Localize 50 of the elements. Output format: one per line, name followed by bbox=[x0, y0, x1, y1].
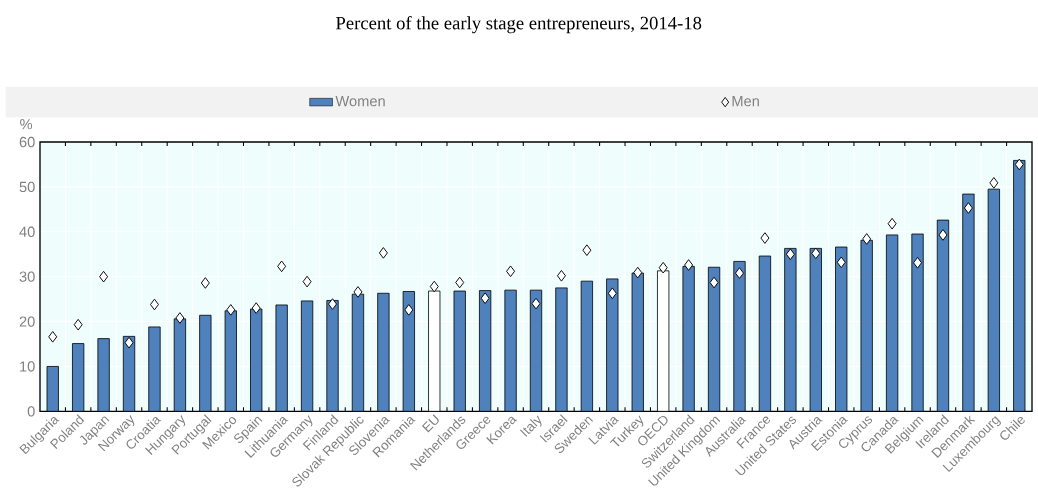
point bbox=[404, 304, 414, 316]
y-tick-label: 60 bbox=[19, 136, 35, 148]
y-tick-label: 40 bbox=[19, 226, 35, 237]
point bbox=[684, 259, 694, 271]
point bbox=[251, 302, 261, 314]
point bbox=[785, 248, 795, 261]
point bbox=[175, 312, 185, 324]
point bbox=[556, 269, 566, 282]
point bbox=[277, 260, 287, 273]
point bbox=[378, 247, 388, 259]
y-tick-label: 20 bbox=[19, 316, 35, 327]
point bbox=[735, 267, 744, 279]
legend-label: Women bbox=[335, 96, 385, 107]
point bbox=[887, 217, 897, 230]
point bbox=[607, 287, 617, 300]
point bbox=[480, 292, 490, 305]
y-tick-label: 50 bbox=[19, 181, 35, 193]
point bbox=[760, 232, 770, 244]
point bbox=[506, 265, 516, 278]
point bbox=[989, 177, 999, 189]
point bbox=[658, 261, 668, 274]
point bbox=[1014, 158, 1024, 171]
point bbox=[226, 304, 236, 316]
chart-title: Percent of the early stage entrepreneurs, 2014-18 bbox=[336, 16, 702, 34]
point bbox=[709, 276, 719, 289]
point bbox=[913, 256, 923, 269]
point bbox=[963, 202, 973, 214]
point bbox=[429, 280, 439, 293]
point bbox=[531, 297, 541, 310]
point bbox=[328, 298, 337, 310]
point bbox=[582, 244, 592, 256]
y-tick-label: 0 bbox=[27, 406, 35, 417]
point bbox=[73, 318, 83, 331]
point bbox=[48, 331, 58, 343]
point bbox=[200, 277, 210, 289]
point bbox=[353, 286, 363, 298]
legend-label: Men bbox=[732, 96, 759, 107]
x-tick-label: Italy bbox=[519, 415, 542, 437]
point bbox=[938, 229, 948, 241]
point bbox=[836, 256, 846, 269]
point bbox=[302, 275, 312, 288]
point bbox=[811, 247, 821, 260]
point bbox=[862, 233, 872, 245]
y-tick-label: 10 bbox=[20, 361, 35, 372]
y-tick-label: 30 bbox=[19, 271, 35, 282]
point bbox=[124, 336, 134, 349]
y-axis-title: % bbox=[20, 119, 33, 130]
point bbox=[455, 276, 465, 289]
point bbox=[99, 270, 109, 283]
point bbox=[633, 266, 643, 279]
